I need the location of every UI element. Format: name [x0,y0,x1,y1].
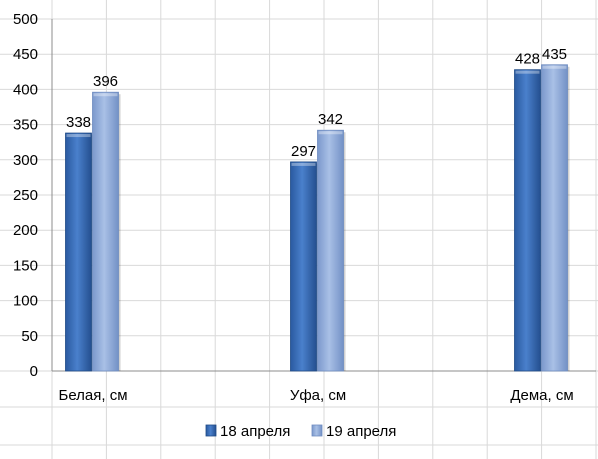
bar-series1-2 [514,69,541,372]
bar-bevel [93,93,118,97]
x-category-label: Уфа, см [290,387,346,404]
axes: 0 50 100 150 200 250 300 350 400 450 500 Белая, см У… [13,11,596,404]
y-tick-label: 100 [13,293,38,310]
legend-swatch [205,424,217,437]
bars [65,64,570,372]
legend: 18 апреля 19 апреля [205,423,396,440]
y-tick-label: 450 [13,46,38,63]
y-tick-label: 150 [13,257,38,274]
legend-label: 18 апреля [220,423,290,440]
y-tick-label: 350 [13,117,38,134]
data-label: 297 [291,143,316,160]
bar-bevel [515,70,540,74]
legend-swatch [311,424,323,437]
y-tick-label: 500 [13,11,38,28]
data-label: 428 [515,51,540,68]
bar-series1-0 [65,132,92,372]
bar-bevel [542,65,567,69]
data-label: 338 [66,114,91,131]
y-tick-label: 300 [13,152,38,169]
bar-series2-0 [92,91,119,372]
bar-bevel [291,162,316,166]
y-tick-label: 50 [21,328,38,345]
y-tick-label: 250 [13,187,38,204]
bar-bevel [66,134,91,138]
bar-series2-1 [317,129,344,372]
bar-series1-1 [290,161,317,372]
y-tick-label: 200 [13,222,38,239]
data-label: 435 [542,46,567,63]
x-category-label: Дема, см [510,387,573,404]
y-tick-label: 0 [30,363,38,380]
bar-series2-2 [541,64,568,372]
data-label: 396 [93,73,118,90]
bar-bevel [318,131,343,135]
y-tick-label: 400 [13,81,38,98]
data-label: 342 [318,111,343,128]
legend-label: 19 апреля [326,423,396,440]
x-category-label: Белая, см [58,387,127,404]
